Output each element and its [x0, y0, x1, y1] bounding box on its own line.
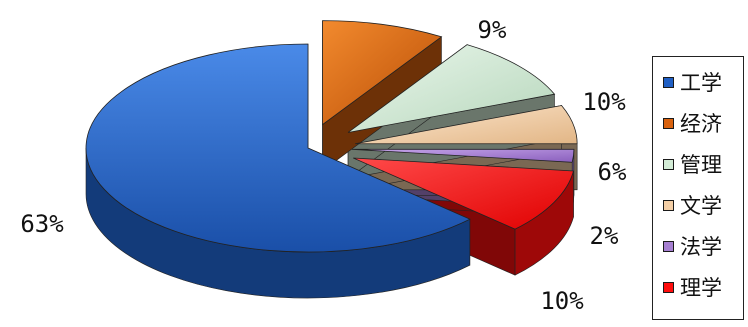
pie-slice-理学	[353, 157, 575, 230]
legend-item: 文学	[663, 190, 722, 220]
legend-label: 经济	[680, 112, 722, 136]
legend-swatch-icon	[663, 76, 674, 88]
legend-label: 工学	[680, 71, 722, 95]
legend-item: 经济	[663, 108, 722, 138]
legend-item: 理学	[663, 272, 722, 302]
legend-swatch-icon	[663, 281, 674, 293]
legend-label: 管理	[680, 153, 722, 177]
data-label-工学: 63%	[20, 210, 64, 238]
data-label-经济: 9%	[478, 16, 507, 44]
pie-slice-工学	[85, 43, 471, 253]
legend: 工学 经济 管理 文学 法学 理学	[652, 56, 744, 320]
data-label-法学: 2%	[590, 222, 619, 250]
legend-label: 法学	[680, 235, 722, 259]
legend-swatch-icon	[663, 240, 674, 252]
legend-label: 理学	[680, 276, 722, 300]
legend-item: 法学	[663, 231, 722, 261]
legend-label: 文学	[680, 194, 722, 218]
pie-slice-管理	[347, 44, 556, 133]
data-label-理学: 10%	[540, 287, 584, 315]
pie-chart: 63% 9% 10% 6% 2% 10%	[20, 16, 627, 315]
data-label-文学: 6%	[598, 158, 627, 186]
pie-slice-经济	[322, 20, 443, 126]
legend-item: 管理	[663, 149, 722, 179]
legend-swatch-icon	[663, 158, 674, 170]
pie-slice-法学	[351, 148, 575, 163]
legend-swatch-icon	[663, 117, 674, 129]
legend-swatch-icon	[663, 199, 674, 211]
pie-slice-文学	[355, 105, 578, 145]
data-label-管理: 10%	[582, 88, 626, 116]
legend-item: 工学	[663, 67, 722, 97]
